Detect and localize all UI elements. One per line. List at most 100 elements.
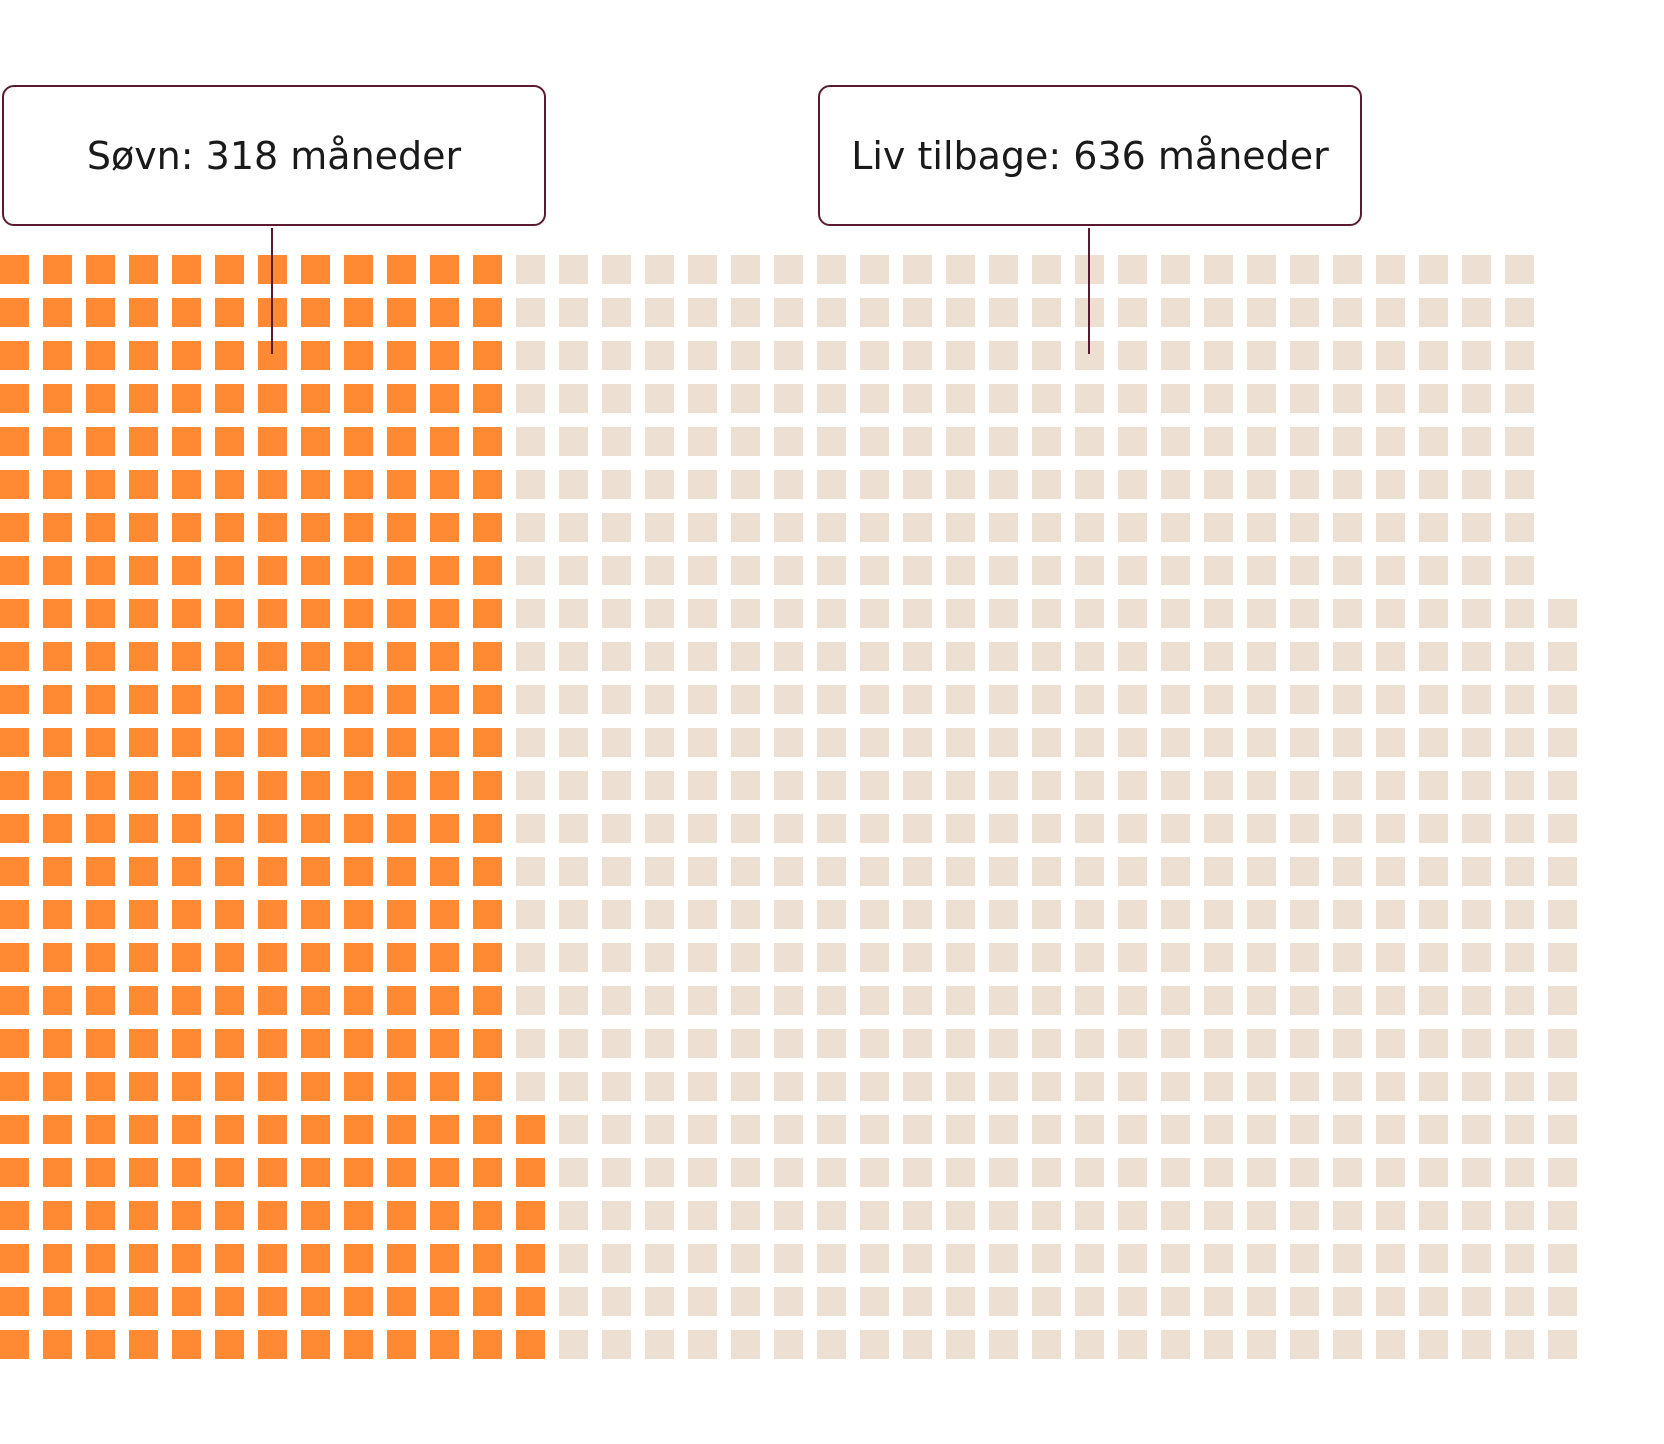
remaining-life-month-cell bbox=[731, 341, 760, 370]
sleep-month-cell bbox=[344, 427, 373, 456]
sleep-month-cell bbox=[430, 771, 459, 800]
remaining-life-month-cell bbox=[645, 427, 674, 456]
remaining-life-month-cell bbox=[903, 1029, 932, 1058]
remaining-life-month-cell bbox=[1118, 298, 1147, 327]
remaining-life-month-cell bbox=[1548, 728, 1577, 757]
remaining-life-month-cell bbox=[1462, 728, 1491, 757]
remaining-life-month-cell bbox=[731, 427, 760, 456]
remaining-life-month-cell bbox=[1548, 1158, 1577, 1187]
remaining-life-month-cell bbox=[731, 298, 760, 327]
remaining-life-month-cell bbox=[1376, 685, 1405, 714]
remaining-life-month-cell bbox=[860, 1158, 889, 1187]
remaining-life-month-cell bbox=[1333, 642, 1362, 671]
remaining-life-month-cell bbox=[1333, 513, 1362, 542]
sleep-month-cell bbox=[473, 1330, 502, 1359]
remaining-life-month-cell bbox=[1247, 1029, 1276, 1058]
remaining-life-month-cell bbox=[1161, 1029, 1190, 1058]
sleep-month-cell bbox=[387, 1330, 416, 1359]
remaining-life-month-cell bbox=[1032, 642, 1061, 671]
sleep-leader-line bbox=[271, 228, 273, 354]
remaining-life-month-cell bbox=[860, 1330, 889, 1359]
remaining-life-month-cell bbox=[1118, 556, 1147, 585]
remaining-life-month-cell bbox=[1118, 1158, 1147, 1187]
sleep-month-cell bbox=[215, 814, 244, 843]
remaining-life-month-cell bbox=[645, 771, 674, 800]
remaining-life-month-cell bbox=[1548, 685, 1577, 714]
sleep-month-cell bbox=[258, 814, 287, 843]
remaining-life-month-cell bbox=[731, 1330, 760, 1359]
remaining-life-month-cell bbox=[903, 470, 932, 499]
remaining-life-month-cell bbox=[1376, 642, 1405, 671]
sleep-month-cell bbox=[43, 771, 72, 800]
sleep-month-cell bbox=[86, 341, 115, 370]
remaining-life-month-cell bbox=[516, 728, 545, 757]
remaining-life-month-cell bbox=[1032, 728, 1061, 757]
remaining-life-month-cell bbox=[989, 255, 1018, 284]
remaining-life-month-cell bbox=[1118, 1072, 1147, 1101]
remaining-life-month-cell bbox=[1376, 1330, 1405, 1359]
sleep-month-cell bbox=[301, 814, 330, 843]
remaining-life-month-cell bbox=[774, 986, 803, 1015]
remaining-life-month-cell bbox=[1333, 1158, 1362, 1187]
remaining-life-month-cell bbox=[1419, 685, 1448, 714]
remaining-life-month-cell bbox=[1118, 1244, 1147, 1273]
sleep-month-cell bbox=[215, 341, 244, 370]
remaining-life-month-cell bbox=[1333, 1072, 1362, 1101]
remaining-life-month-cell bbox=[1118, 599, 1147, 628]
sleep-month-cell bbox=[387, 255, 416, 284]
sleep-month-cell bbox=[344, 728, 373, 757]
sleep-month-cell bbox=[473, 1158, 502, 1187]
sleep-month-cell bbox=[344, 857, 373, 886]
sleep-month-cell bbox=[215, 728, 244, 757]
sleep-month-cell bbox=[0, 1115, 29, 1144]
sleep-month-cell bbox=[172, 599, 201, 628]
sleep-month-cell bbox=[387, 384, 416, 413]
sleep-month-cell bbox=[43, 900, 72, 929]
sleep-month-cell bbox=[172, 556, 201, 585]
sleep-month-cell bbox=[0, 427, 29, 456]
remaining-life-month-cell bbox=[1075, 900, 1104, 929]
remaining-life-month-cell bbox=[903, 1158, 932, 1187]
remaining-life-month-cell bbox=[1161, 1201, 1190, 1230]
remaining-life-month-cell bbox=[1333, 384, 1362, 413]
remaining-life-month-cell bbox=[645, 857, 674, 886]
remaining-life-month-cell bbox=[559, 1244, 588, 1273]
remaining-life-month-cell bbox=[1032, 1330, 1061, 1359]
remaining-life-month-cell bbox=[1419, 255, 1448, 284]
sleep-month-cell bbox=[0, 513, 29, 542]
sleep-month-cell bbox=[215, 685, 244, 714]
remaining-life-month-cell bbox=[1118, 986, 1147, 1015]
sleep-month-cell bbox=[301, 470, 330, 499]
sleep-month-cell bbox=[129, 470, 158, 499]
remaining-life-month-cell bbox=[516, 685, 545, 714]
sleep-month-cell bbox=[172, 728, 201, 757]
sleep-month-cell bbox=[387, 599, 416, 628]
sleep-callout-label: Søvn: 318 måneder bbox=[86, 133, 462, 178]
remaining-life-month-cell bbox=[817, 1287, 846, 1316]
remaining-life-month-cell bbox=[1118, 1287, 1147, 1316]
remaining-life-month-cell bbox=[1505, 513, 1534, 542]
remaining-life-month-cell bbox=[1505, 298, 1534, 327]
sleep-month-cell bbox=[301, 384, 330, 413]
remaining-life-month-cell bbox=[1118, 771, 1147, 800]
remaining-life-month-cell bbox=[731, 1115, 760, 1144]
remaining-life-month-cell bbox=[1462, 298, 1491, 327]
sleep-month-cell bbox=[0, 771, 29, 800]
remaining-life-month-cell bbox=[516, 857, 545, 886]
remaining-life-leader-line bbox=[1088, 228, 1090, 354]
remaining-life-month-cell bbox=[860, 771, 889, 800]
sleep-month-cell bbox=[172, 685, 201, 714]
remaining-life-month-cell bbox=[860, 599, 889, 628]
remaining-life-month-cell bbox=[559, 771, 588, 800]
sleep-month-cell bbox=[344, 986, 373, 1015]
remaining-life-month-cell bbox=[1204, 513, 1233, 542]
remaining-life-month-cell bbox=[1204, 341, 1233, 370]
remaining-life-month-cell bbox=[860, 642, 889, 671]
remaining-life-month-cell bbox=[1462, 1287, 1491, 1316]
sleep-month-cell bbox=[258, 642, 287, 671]
sleep-month-cell bbox=[86, 943, 115, 972]
sleep-month-cell bbox=[344, 814, 373, 843]
remaining-life-month-cell bbox=[1161, 857, 1190, 886]
remaining-life-month-cell bbox=[1419, 599, 1448, 628]
remaining-life-month-cell bbox=[1290, 1244, 1319, 1273]
